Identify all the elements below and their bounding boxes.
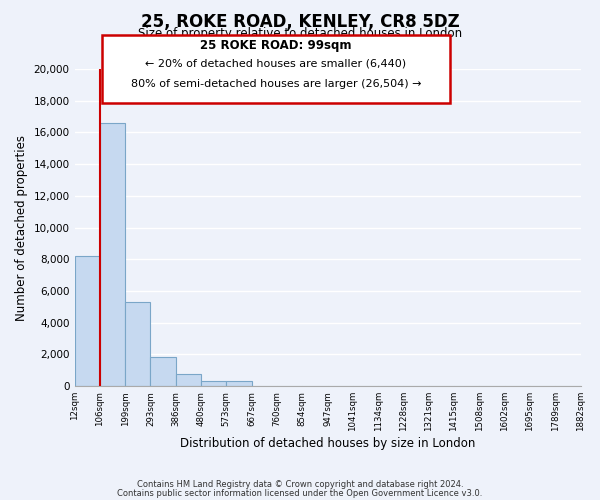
Bar	[100, 123, 125, 386]
Bar	[74, 256, 100, 386]
Bar	[151, 357, 176, 386]
Bar	[176, 374, 201, 386]
Text: 25, ROKE ROAD, KENLEY, CR8 5DZ: 25, ROKE ROAD, KENLEY, CR8 5DZ	[140, 12, 460, 30]
Bar	[125, 302, 151, 386]
X-axis label: Distribution of detached houses by size in London: Distribution of detached houses by size …	[180, 437, 475, 450]
Text: 25 ROKE ROAD: 99sqm: 25 ROKE ROAD: 99sqm	[200, 39, 352, 52]
Text: Contains HM Land Registry data © Crown copyright and database right 2024.: Contains HM Land Registry data © Crown c…	[137, 480, 463, 489]
Bar	[226, 382, 251, 386]
Y-axis label: Number of detached properties: Number of detached properties	[15, 134, 28, 320]
Text: 80% of semi-detached houses are larger (26,504) →: 80% of semi-detached houses are larger (…	[131, 79, 421, 89]
Bar	[201, 382, 226, 386]
Text: ← 20% of detached houses are smaller (6,440): ← 20% of detached houses are smaller (6,…	[145, 59, 407, 69]
Text: Size of property relative to detached houses in London: Size of property relative to detached ho…	[138, 28, 462, 40]
Text: Contains public sector information licensed under the Open Government Licence v3: Contains public sector information licen…	[118, 488, 482, 498]
